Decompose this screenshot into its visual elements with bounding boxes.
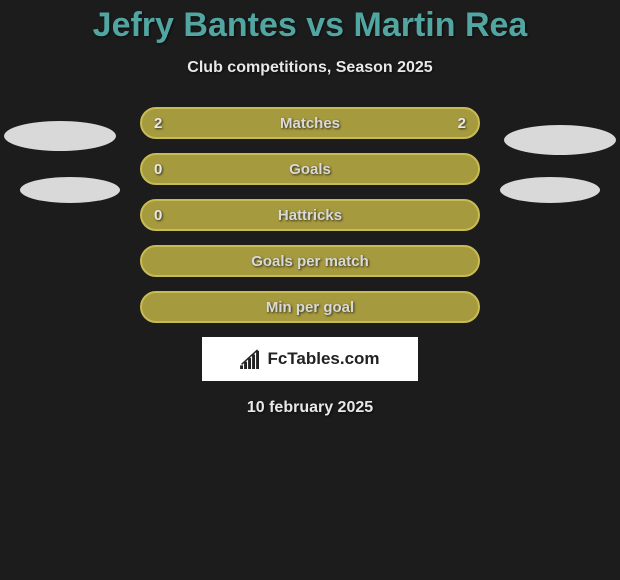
comparison-title: Jefry Bantes vs Martin Rea	[0, 0, 620, 45]
player2-name: Martin Rea	[354, 6, 528, 44]
decorative-ellipse	[4, 121, 116, 151]
stat-row: Goals 0	[140, 153, 480, 185]
decorative-ellipse	[504, 125, 616, 155]
stat-label: Goals per match	[251, 253, 369, 270]
stat-label: Goals	[289, 161, 331, 178]
fctables-logo: FcTables.com	[202, 337, 418, 381]
stat-value-left: 2	[154, 109, 162, 137]
stat-value-left: 0	[154, 155, 162, 183]
stat-row: Hattricks 0	[140, 199, 480, 231]
stat-bar: Min per goal	[140, 291, 480, 323]
stat-row: Min per goal	[140, 291, 480, 323]
decorative-ellipse	[20, 177, 120, 203]
stat-bar: Goals per match	[140, 245, 480, 277]
stat-row: Goals per match	[140, 245, 480, 277]
stat-bar: Matches 2 2	[140, 107, 480, 139]
stat-value-right: 2	[458, 109, 466, 137]
stat-value-left: 0	[154, 201, 162, 229]
stat-label: Hattricks	[278, 207, 342, 224]
logo-text: FcTables.com	[267, 349, 379, 369]
stat-bar: Goals 0	[140, 153, 480, 185]
decorative-ellipse	[500, 177, 600, 203]
vs-separator: vs	[306, 6, 344, 44]
subtitle: Club competitions, Season 2025	[0, 59, 620, 77]
stat-row: Matches 2 2	[140, 107, 480, 139]
stat-label: Matches	[280, 115, 340, 132]
stat-bar: Hattricks 0	[140, 199, 480, 231]
stat-label: Min per goal	[266, 299, 354, 316]
bar-chart-icon	[240, 349, 262, 369]
date-text: 10 february 2025	[0, 399, 620, 417]
player1-name: Jefry Bantes	[93, 6, 297, 44]
